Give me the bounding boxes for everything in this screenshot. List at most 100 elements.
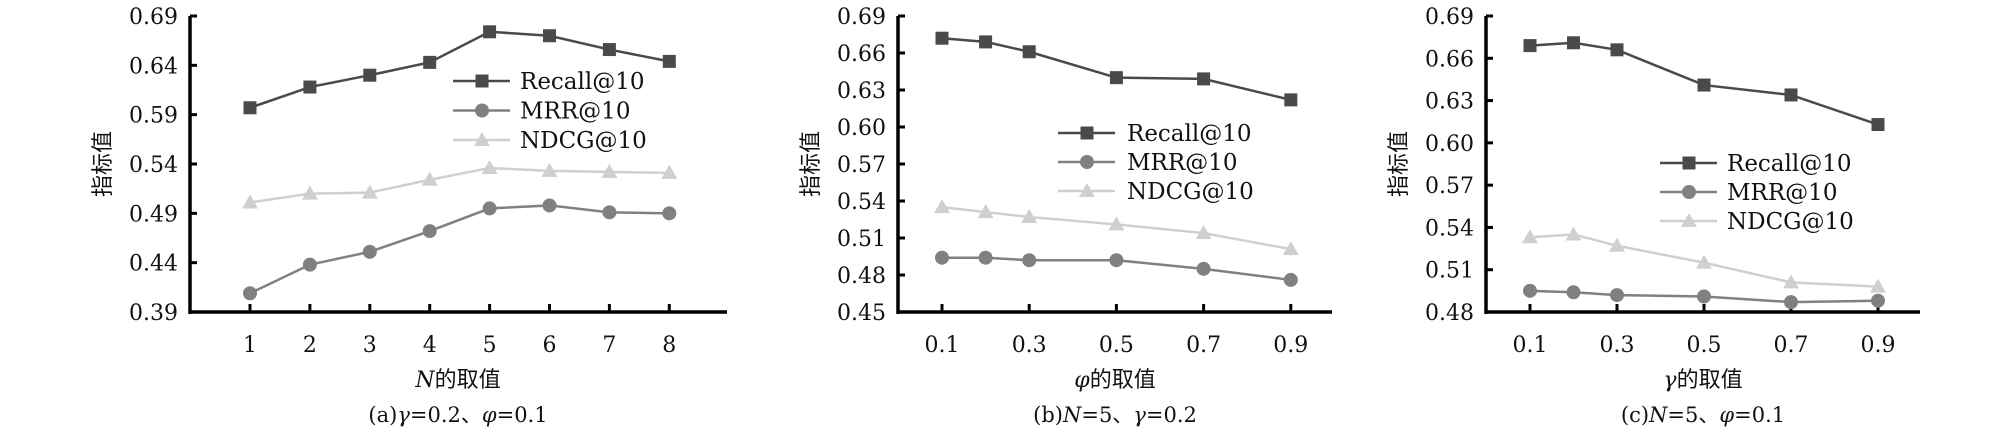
y-tick-label: 0.69	[837, 5, 886, 30]
legend-marker-square-icon	[475, 74, 489, 88]
series-line-recall-at-10	[941, 36, 1292, 102]
data-point-recall-at-10	[243, 101, 257, 115]
y-tick-label: 0.59	[129, 104, 178, 129]
chart-c: 0.69 0.66 0.63 0.60 0.57 0.54 0.51 0.48 0.1 0.3 0.…	[1387, 5, 1920, 427]
data-point-recall-at-10	[1197, 72, 1211, 86]
legend: Recall@10 MRR@10 NDCG@10	[453, 69, 647, 154]
figure-caption: (c)N=5、φ=0.1	[1621, 403, 1785, 427]
data-point-ndcg-at-10	[481, 159, 498, 174]
y-tick-label: 0.44	[129, 252, 178, 277]
y-axis-title: 指标值	[799, 131, 824, 197]
data-point-ndcg-at-10	[421, 171, 438, 186]
series-line-ndcg-at-10	[1529, 233, 1879, 288]
data-point-recall-at-10	[1022, 45, 1036, 59]
y-tick-label: 0.48	[1425, 301, 1474, 326]
x-tick-label: 4	[423, 333, 437, 358]
x-tick-label: 0.3	[1600, 333, 1635, 358]
x-tick-label: 0.7	[1186, 333, 1221, 358]
legend-label: NDCG@10	[520, 128, 647, 154]
data-point-ndcg-at-10	[541, 162, 558, 177]
data-point-recall-at-10	[1784, 88, 1798, 102]
legend-marker-circle-icon	[1080, 155, 1094, 169]
y-tick-label: 0.63	[837, 79, 886, 104]
y-tick-label: 0.69	[129, 5, 178, 30]
x-tick-label: 8	[662, 333, 676, 358]
legend-marker-square-icon	[1682, 156, 1696, 170]
legend-item: MRR@10	[1660, 180, 1837, 206]
x-tick-label: 0.5	[1099, 333, 1134, 358]
data-point-mrr-at-10	[1610, 288, 1624, 303]
x-axis-title: N的取值	[414, 368, 500, 393]
legend: Recall@10 MRR@10 NDCG@10	[1058, 121, 1254, 205]
y-tick-label: 0.54	[129, 153, 178, 178]
data-point-ndcg-at-10	[1565, 226, 1582, 241]
data-point-ndcg-at-10	[977, 204, 994, 219]
y-tick-label: 0.54	[837, 190, 886, 215]
x-tick-label: 0.9	[1861, 333, 1896, 358]
data-point-ndcg-at-10	[1021, 209, 1038, 224]
data-point-mrr-at-10	[422, 224, 437, 239]
y-tick-label: 0.54	[1425, 216, 1474, 241]
series-line-mrr-at-10	[249, 204, 670, 295]
x-tick-label: 0.5	[1687, 333, 1722, 358]
legend-label: MRR@10	[1127, 150, 1237, 176]
data-point-ndcg-at-10	[1783, 274, 1799, 289]
y-tick-label: 0.57	[837, 153, 886, 178]
x-tick-label: 0.7	[1774, 333, 1809, 358]
data-point-ndcg-at-10	[1696, 254, 1712, 269]
series-line-recall-at-10	[249, 30, 670, 109]
data-point-recall-at-10	[543, 29, 556, 43]
x-tick-label: 0.1	[1513, 333, 1548, 358]
x-tick-label: 0.3	[1012, 333, 1047, 358]
x-tick-label: 2	[303, 333, 317, 358]
x-tick-label: 6	[543, 333, 557, 358]
data-point-mrr-at-10	[1871, 293, 1885, 308]
y-tick-label: 0.49	[129, 202, 178, 227]
data-point-recall-at-10	[1871, 118, 1885, 132]
data-point-mrr-at-10	[1523, 283, 1537, 298]
legend-item: Recall@10	[1660, 151, 1852, 177]
data-point-mrr-at-10	[1566, 285, 1581, 300]
x-axis-title: γ的取值	[1663, 368, 1742, 393]
x-axis-title: φ的取值	[1074, 368, 1155, 393]
data-point-mrr-at-10	[1784, 295, 1798, 310]
legend-marker-circle-icon	[1682, 185, 1696, 199]
y-tick-label: 0.60	[1425, 132, 1474, 157]
data-point-recall-at-10	[423, 55, 437, 69]
data-point-mrr-at-10	[935, 250, 949, 265]
legend-marker-triangle-icon	[474, 132, 490, 146]
data-point-recall-at-10	[602, 43, 616, 57]
y-tick-label: 0.63	[1425, 90, 1474, 115]
x-tick-label: 7	[602, 333, 616, 358]
data-point-recall-at-10	[979, 35, 993, 49]
legend-marker-square-icon	[1080, 126, 1094, 140]
data-point-mrr-at-10	[1283, 272, 1298, 287]
x-tick-label: 0.1	[925, 333, 960, 358]
data-point-ndcg-at-10	[1870, 278, 1886, 293]
series-line-mrr-at-10	[1529, 289, 1879, 304]
legend-label: NDCG@10	[1127, 179, 1254, 205]
x-tick-label: 5	[483, 333, 497, 358]
legend-label: MRR@10	[1727, 180, 1837, 206]
figure-caption: (a)γ=0.2、φ=0.1	[368, 403, 547, 427]
data-point-mrr-at-10	[243, 286, 257, 301]
legend-item: Recall@10	[1058, 121, 1252, 147]
data-point-recall-at-10	[483, 25, 497, 39]
y-tick-label: 0.51	[837, 227, 886, 252]
data-point-ndcg-at-10	[1195, 225, 1212, 240]
legend-item: NDCG@10	[1058, 179, 1254, 205]
data-point-mrr-at-10	[662, 206, 677, 221]
data-point-recall-at-10	[303, 80, 317, 94]
data-point-ndcg-at-10	[361, 184, 378, 199]
legend-label: Recall@10	[520, 69, 645, 95]
data-point-ndcg-at-10	[242, 194, 258, 209]
data-point-ndcg-at-10	[1108, 216, 1125, 231]
legend-marker-triangle-icon	[1079, 183, 1095, 197]
data-point-mrr-at-10	[482, 201, 497, 216]
legend-label: NDCG@10	[1727, 209, 1854, 235]
x-tick-label: 0.9	[1273, 333, 1308, 358]
legend-label: Recall@10	[1727, 151, 1852, 177]
legend-marker-triangle-icon	[1681, 213, 1697, 227]
data-point-mrr-at-10	[1109, 253, 1124, 268]
